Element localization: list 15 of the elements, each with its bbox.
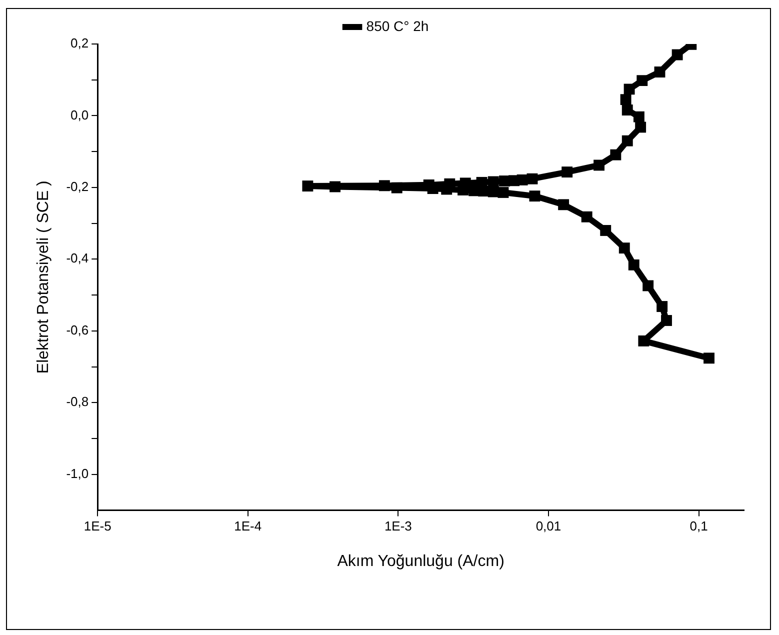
x-tick-label: 0,1 [690, 518, 708, 534]
y-tick-label: 0,2 [70, 36, 89, 51]
legend-label: 850 C° 2h [366, 18, 429, 34]
y-tick-label: -0,4 [66, 250, 89, 266]
y-tick-label: -0,6 [66, 322, 89, 338]
x-axis-title: Akım Yoğunluğu (A/cm) [337, 552, 504, 570]
y-tick-label: 0,0 [70, 107, 89, 122]
y-tick-label: -1,0 [66, 466, 89, 481]
x-tick-label: 1E-4 [234, 518, 262, 534]
y-tick-label: -0,2 [66, 179, 89, 194]
x-tick-label: 0,01 [536, 518, 562, 534]
x-tick-label: 1E-5 [84, 518, 112, 534]
y-axis-title: Elektrot Potansiyeli ( SCE ) [35, 180, 52, 374]
y-tick-label: -0,8 [66, 394, 89, 410]
x-tick-label: 1E-3 [384, 518, 412, 534]
